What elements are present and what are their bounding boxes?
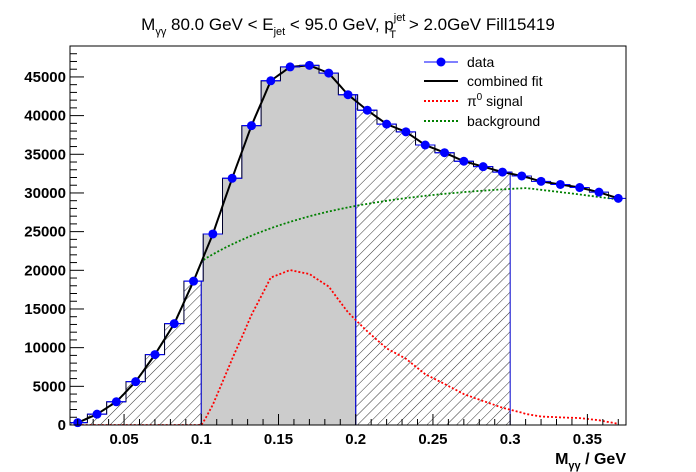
x-tick-label: 0.25 (418, 431, 447, 448)
data-point (420, 140, 430, 150)
data-point (382, 119, 392, 129)
y-tick-label: 5000 (33, 378, 66, 395)
x-tick-label: 0.15 (264, 431, 293, 448)
y-tick-label: 0 (58, 417, 66, 434)
legend-data-marker (436, 57, 446, 67)
data-point (131, 377, 141, 387)
data-point (478, 162, 488, 172)
plot-frame (69, 45, 627, 426)
data-point (555, 179, 565, 189)
data-point (440, 148, 450, 158)
data-point (189, 276, 199, 286)
y-tick-label: 45000 (24, 69, 66, 86)
y-tick-label: 20000 (24, 262, 66, 279)
data-point (459, 156, 469, 166)
axes: 0.05 0.1 0.15 0.2 0.25 0.3 0.35 0 5000 10000 15000… (24, 45, 619, 448)
data-point (594, 187, 604, 197)
data-point (401, 127, 411, 137)
x-tick-label: 0.05 (109, 431, 138, 448)
y-tick-label: 35000 (24, 146, 66, 163)
data-point (92, 409, 102, 419)
x-tick-label: 0.35 (573, 431, 602, 448)
data-point (266, 76, 276, 86)
data-point (536, 176, 546, 186)
x-axis-title: Mγγ / GeV (555, 451, 626, 472)
signal-curve (77, 269, 619, 425)
left-hatched-region (70, 280, 202, 425)
data-point (208, 229, 218, 239)
x-tick-label: 0.2 (345, 431, 366, 448)
fill-regions (70, 64, 511, 425)
y-tick-label: 40000 (24, 108, 66, 125)
data-point (517, 171, 527, 181)
data-point (227, 173, 237, 183)
data-point (324, 68, 334, 78)
y-tick-label: 10000 (24, 340, 66, 357)
data-point (111, 397, 121, 407)
y-tick-label: 25000 (24, 224, 66, 241)
x-tick-label: 0.1 (191, 431, 212, 448)
data-point (304, 60, 314, 70)
legend-background-label: background (467, 113, 540, 129)
x-tick-label: 0.3 (500, 431, 521, 448)
signal-region (200, 64, 357, 425)
legend: data combined fit π0 signal background (424, 54, 543, 129)
legend-signal-label: π0 signal (467, 92, 523, 109)
data-point (150, 350, 160, 360)
data-point (575, 183, 585, 193)
data-point (613, 193, 623, 203)
data-point (343, 90, 353, 100)
data-point (246, 121, 256, 131)
y-tick-label: 30000 (24, 185, 66, 202)
legend-fit-label: combined fit (467, 73, 543, 89)
y-tick-label: 15000 (24, 301, 66, 318)
chart-title: Mγγ 80.0 GeV < Ejet < 95.0 GeV, pjet T > … (141, 12, 555, 41)
data-point (362, 105, 372, 115)
data-point (285, 62, 295, 72)
right-hatched-region (355, 94, 511, 425)
legend-data-label: data (467, 54, 494, 70)
data-point (497, 167, 507, 177)
data-point (169, 319, 179, 329)
